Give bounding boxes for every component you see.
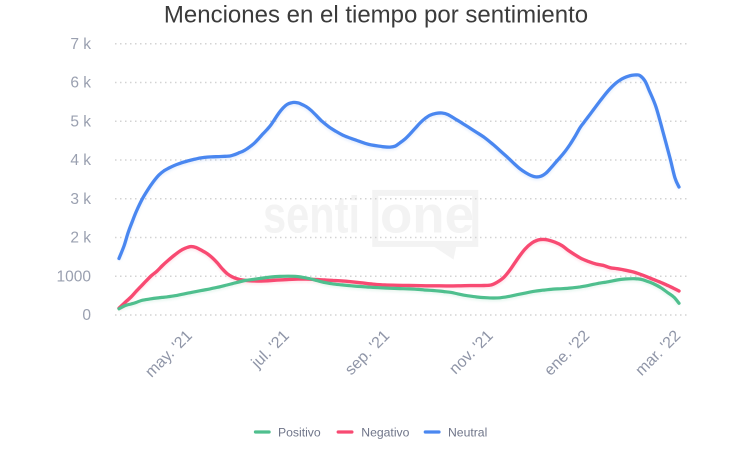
svg-text:6 k: 6 k [70,75,91,92]
svg-text:mar. '22: mar. '22 [632,327,684,379]
svg-text:one: one [380,187,474,245]
svg-text:senti: senti [263,187,360,245]
svg-text:Negativo: Negativo [361,425,409,439]
svg-text:2 k: 2 k [70,230,91,247]
svg-text:ene. '22: ene. '22 [541,327,593,379]
svg-text:nov. '21: nov. '21 [446,327,497,378]
svg-text:Neutral: Neutral [448,425,487,439]
svg-text:1000: 1000 [57,269,92,286]
svg-text:4 k: 4 k [70,152,91,169]
svg-text:jul. '21: jul. '21 [248,327,293,372]
svg-text:Positivo: Positivo [278,425,321,439]
svg-text:sep. '21: sep. '21 [342,327,393,378]
svg-text:3 k: 3 k [70,191,91,208]
svg-text:5 k: 5 k [70,114,91,131]
svg-text:0: 0 [82,307,91,324]
svg-text:may. '21: may. '21 [142,327,196,381]
svg-text:7 k: 7 k [70,36,91,53]
svg-text:Menciones en el tiempo por sen: Menciones en el tiempo por sentimiento [164,2,588,29]
